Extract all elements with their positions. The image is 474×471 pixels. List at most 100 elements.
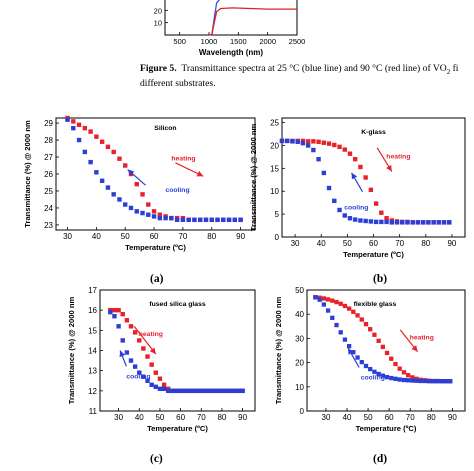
cooling-point: [394, 220, 400, 225]
x-tick-label: 40: [317, 239, 326, 248]
heating-arrow-head: [411, 345, 418, 352]
y-tick-label: 10: [154, 19, 162, 28]
cooling-point: [384, 219, 389, 225]
x-tick-label: 80: [207, 232, 216, 241]
heating-point: [305, 139, 311, 144]
cooling-point: [157, 215, 163, 221]
cooling-point: [405, 220, 410, 225]
heating-point: [384, 216, 389, 221]
cooling-point: [134, 209, 139, 214]
x-tick-label: 30: [63, 232, 72, 241]
y-tick-label: 23: [44, 221, 53, 230]
cooling-point: [117, 197, 122, 202]
x-tick-label: 90: [447, 239, 456, 248]
cooling-point: [363, 218, 368, 224]
y-tick-label: 24: [44, 204, 53, 213]
x-tick-label: 30: [114, 413, 123, 422]
cooling-point: [94, 170, 99, 175]
heating-point: [137, 338, 142, 343]
y-tick-label: 17: [88, 286, 97, 295]
heating-point: [373, 201, 379, 206]
y-axis-label: Transmittance (%) @ 2000 nm: [67, 297, 76, 405]
chart-c: 30 40 50 60 70 80 90 11 12 13 14 15 16 17 Temperature …: [67, 286, 256, 433]
cooling-label: cooling: [344, 205, 368, 212]
cooling-point: [141, 374, 146, 379]
inset-label: flexible glass: [354, 301, 397, 308]
heating-point: [393, 361, 398, 367]
x-tick-label: 40: [343, 413, 352, 422]
cooling-point: [128, 358, 134, 363]
cooling-point: [397, 377, 402, 382]
cooling-point: [326, 185, 332, 191]
cooling-point: [342, 213, 347, 218]
cooling-point: [368, 219, 374, 224]
heating-label: heating: [386, 153, 410, 160]
cooling-point: [317, 297, 322, 302]
cooling-point: [379, 219, 384, 225]
x-tick-label: 60: [150, 232, 159, 241]
x-tick-label: 50: [155, 413, 164, 422]
cooling-point: [439, 379, 444, 384]
cooling-point: [169, 215, 174, 221]
cooling-point: [295, 139, 300, 144]
y-tick-label: 13: [88, 367, 97, 376]
heating-point: [359, 317, 364, 322]
x-tick-label: 70: [197, 413, 206, 422]
cooling-point: [209, 217, 214, 223]
cooling-point: [368, 366, 373, 372]
cooling-point: [347, 216, 353, 221]
x-tick-label: 500: [173, 37, 186, 46]
cooling-point: [332, 198, 337, 204]
heating-point: [355, 313, 360, 318]
cooling-point: [153, 384, 158, 389]
cooling-point: [305, 143, 311, 148]
x-tick-label: 1000: [201, 37, 218, 46]
x-tick-label: 60: [385, 413, 394, 422]
heating-point: [94, 134, 99, 139]
cooling-point: [238, 217, 243, 223]
cooling-point: [82, 149, 88, 155]
cooling-point: [221, 217, 226, 223]
heating-point: [372, 332, 377, 337]
cooling-point: [372, 369, 377, 374]
cooling-point: [71, 125, 76, 131]
y-tick-label: 40: [295, 310, 304, 319]
heating-arrow-head: [196, 170, 204, 177]
x-tick-label: 80: [217, 413, 226, 422]
cooling-point: [146, 212, 151, 217]
chart-top: 500 1000 1500 2000 2500 10 20 Wavelength (nm): [154, 0, 305, 57]
cooling-point: [232, 388, 237, 394]
heating-point: [149, 362, 154, 367]
heating-point: [123, 163, 128, 168]
cooling-point: [186, 217, 191, 223]
heating-point: [71, 119, 76, 124]
cooling-point: [180, 217, 186, 223]
y-axis-label: Transmittance (%) @ 2000 nm: [249, 124, 258, 232]
cooling-point: [338, 330, 343, 335]
x-tick-label: 70: [178, 232, 187, 241]
heating-point: [153, 370, 158, 375]
cooling-point: [300, 140, 306, 146]
heating-point: [116, 307, 121, 313]
heating-point: [124, 318, 130, 323]
cooling-point: [313, 295, 318, 300]
cooling-label: cooling: [126, 373, 150, 380]
x-tick-label: 40: [92, 232, 101, 241]
cooling-point: [410, 378, 415, 383]
cooling-point: [400, 220, 405, 225]
x-tick-label: 90: [238, 413, 247, 422]
heating-point: [82, 125, 88, 131]
x-axis-label: Temperature (ºC): [343, 250, 404, 259]
cooling-point: [435, 379, 440, 384]
cooling-point: [316, 156, 321, 162]
x-axis-label: Temperature (ºC): [356, 424, 417, 433]
cooling-label: cooling: [165, 187, 189, 194]
heating-point: [342, 303, 348, 309]
heating-point: [161, 382, 167, 387]
x-tick-label: 60: [369, 239, 378, 248]
spectrum-25c-line: [208, 0, 220, 36]
y-tick-label: 30: [295, 334, 304, 343]
heating-label: heating: [410, 335, 434, 342]
heating-point: [401, 370, 407, 375]
cooling-point: [384, 374, 390, 380]
